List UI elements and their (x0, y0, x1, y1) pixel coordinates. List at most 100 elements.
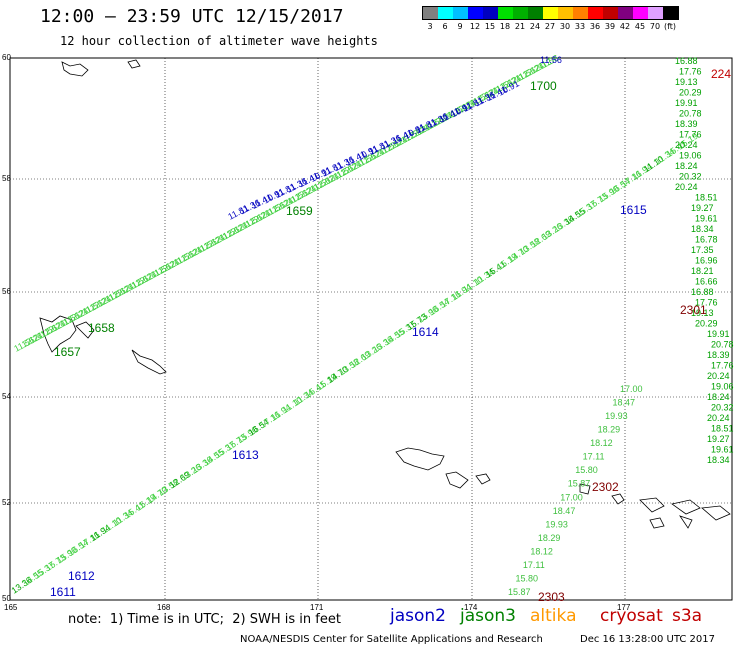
colorbar-swatch (423, 7, 438, 19)
colorbar-label: 30 (559, 22, 571, 31)
colorbar-label: 21 (514, 22, 526, 31)
colorbar-label: 24 (529, 22, 541, 31)
time-label: 2301 (680, 303, 707, 317)
swh-value: 17.00 (560, 492, 583, 502)
credit: NOAA/NESDIS Center for Satellite Applica… (240, 634, 543, 645)
swh-value: 18.34 (691, 224, 714, 234)
swh-value: 19.93 (545, 519, 568, 529)
map-frame (9, 57, 733, 601)
swh-value: 19.27 (691, 203, 714, 213)
colorbar-swatch (498, 7, 513, 19)
swh-value: 20.32 (711, 403, 734, 413)
colorbar-label: 9 (457, 22, 463, 31)
colorbar-swatch (468, 7, 483, 19)
colorbar-label: 15 (484, 22, 496, 31)
time-label: 1611 (50, 585, 76, 599)
time-label: 1612 (68, 569, 95, 583)
lat-label: 60 (2, 53, 11, 62)
satellite-tracks: 11.5612.2412.1211.5612.2412.1211.5612.24… (10, 53, 734, 597)
swh-value: 17.00 (620, 384, 643, 394)
colorbar-swatch (543, 7, 558, 19)
colorbar-label: 70 (649, 22, 661, 31)
colorbar-label: 33 (574, 22, 586, 31)
swh-value: 11.56 (540, 55, 562, 65)
colorbar-swatch (648, 7, 663, 19)
time-label: 1615 (620, 203, 647, 217)
colorbar-label: 27 (544, 22, 556, 31)
swh-value: 18.51 (695, 193, 718, 203)
legend-s3a: s3a (672, 606, 703, 626)
lat-label: 56 (2, 287, 11, 296)
colorbar-label: 39 (604, 22, 616, 31)
swh-value: 19.27 (707, 434, 730, 444)
swh-value: 20.32 (679, 172, 702, 182)
colorbar-swatch (618, 7, 633, 19)
swh-value: 17.76 (711, 361, 734, 371)
swh-value: 17.76 (695, 298, 718, 308)
time-label: 1657 (54, 345, 81, 359)
lat-label: 58 (2, 174, 11, 183)
swh-value: 17.11 (523, 560, 545, 570)
colorbar-label: 12 (469, 22, 481, 31)
colorbar-swatch (573, 7, 588, 19)
swh-value: 19.93 (605, 411, 628, 421)
colorbar-label: 45 (634, 22, 646, 31)
swh-value: 16.88 (691, 287, 714, 297)
colorbar-swatch (528, 7, 543, 19)
colorbar-label: 6 (442, 22, 448, 31)
time-label: 1614 (412, 325, 439, 339)
swh-value: 20.78 (679, 109, 702, 119)
swh-value: 15.87 (508, 587, 531, 597)
colorbar-swatch (558, 7, 573, 19)
swh-value: 18.29 (538, 533, 561, 543)
time-label: 1659 (286, 204, 313, 218)
swh-value: 19.13 (675, 77, 698, 87)
swh-value: 18.51 (711, 424, 734, 434)
legend-jason3: jason3 (460, 606, 516, 626)
lon-label: 177 (617, 603, 631, 612)
time-label: 1658 (88, 321, 115, 335)
swh-value: 18.29 (598, 425, 621, 435)
swh-value: 18.12 (590, 438, 613, 448)
colorbar-swatch (588, 7, 603, 19)
lon-label: 174 (464, 603, 478, 612)
swh-value: 17.11 (583, 452, 605, 462)
swh-value: 18.34 (707, 455, 730, 465)
swh-value: 16.96 (695, 256, 718, 266)
lon-label: 171 (310, 603, 324, 612)
colorbar-swatch (663, 7, 678, 19)
swh-value: 20.24 (675, 182, 698, 192)
colorbar (422, 6, 679, 20)
swh-value: 20.24 (707, 413, 730, 423)
swh-value: 17.76 (679, 130, 702, 140)
swh-value: 18.39 (707, 350, 730, 360)
colorbar-swatch (513, 7, 528, 19)
colorbar-label: 3 (427, 22, 433, 31)
swh-value: 19.13 (691, 308, 714, 318)
swh-value: 16.78 (695, 235, 718, 245)
time-label: 224 (711, 67, 731, 81)
swh-value: 19.06 (711, 382, 734, 392)
swh-value: 19.91 (707, 329, 730, 339)
swh-value: 17.76 (679, 67, 702, 77)
swh-value: 15.80 (515, 573, 538, 583)
lat-label: 54 (2, 392, 11, 401)
time-label: 1700 (530, 79, 557, 93)
lat-label: 52 (2, 498, 11, 507)
swh-value: 18.47 (613, 398, 636, 408)
swh-value: 18.39 (675, 119, 698, 129)
legend-altika: altika (530, 606, 577, 626)
coastlines (39, 59, 731, 529)
swh-value: 18.47 (553, 506, 576, 516)
colorbar-swatch (483, 7, 498, 19)
lat-label: 50 (2, 594, 11, 603)
swh-value: 20.24 (675, 140, 698, 150)
time-labels: 1700 1615 1614 1613 1612 1611 1659 1658 … (50, 67, 731, 604)
swh-value: 15.87 (568, 479, 591, 489)
colorbar-label: 36 (589, 22, 601, 31)
colorbar-swatch (438, 7, 453, 19)
time-label: 2302 (592, 480, 619, 494)
swh-value: 15.80 (575, 465, 598, 475)
colorbar-swatch (603, 7, 618, 19)
swh-value: 19.61 (711, 445, 734, 455)
